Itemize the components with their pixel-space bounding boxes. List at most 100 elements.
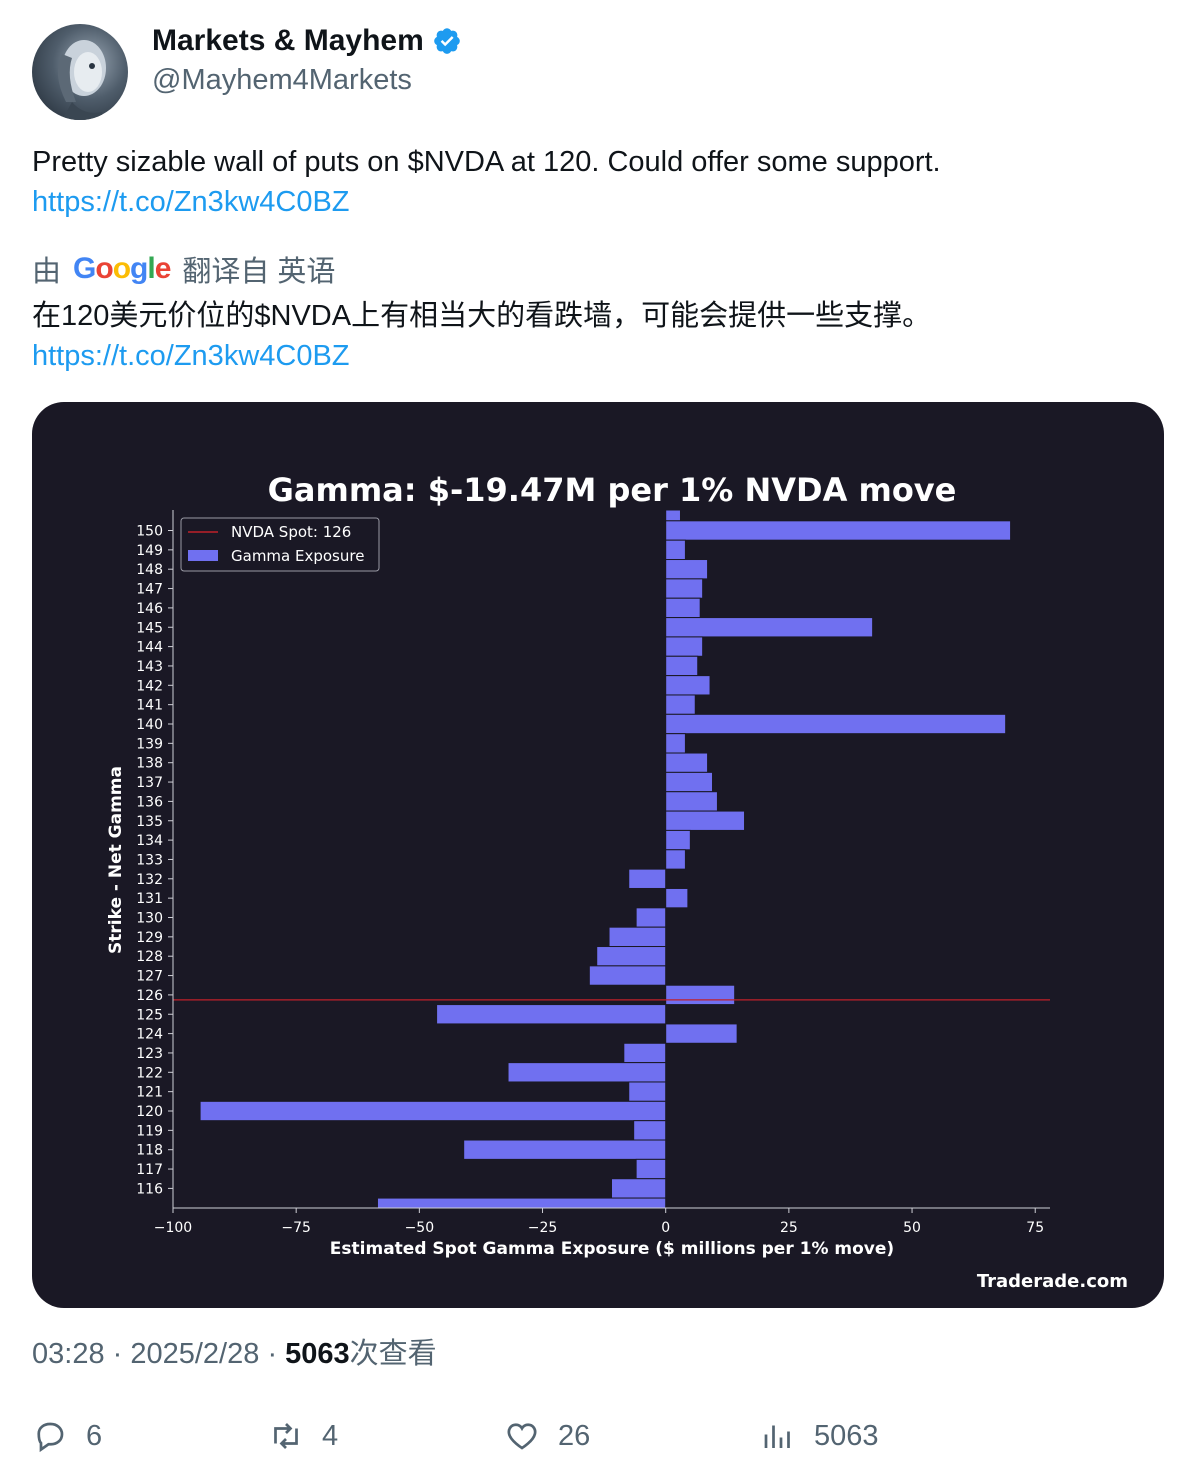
media-card[interactable]: Gamma: $-19.47M per 1% NVDA move 150 149 14… bbox=[32, 402, 1164, 1308]
bar-strike-127 bbox=[588, 965, 667, 986]
y-tick-label-140: 140 bbox=[136, 717, 163, 733]
x-tick-label-75: 75 bbox=[1026, 1220, 1044, 1236]
google-letter: o bbox=[112, 252, 131, 285]
y-tick-label-131: 131 bbox=[136, 891, 163, 907]
x-tick-label--100: −100 bbox=[154, 1220, 192, 1236]
bar-strike-139 bbox=[665, 733, 686, 754]
chart-watermark: Traderade.com bbox=[977, 1271, 1128, 1292]
x-tick-label-0: 0 bbox=[661, 1220, 670, 1236]
y-tick-label-119: 119 bbox=[136, 1123, 163, 1139]
robot-avatar-icon bbox=[57, 40, 106, 120]
y-tick-label-132: 132 bbox=[136, 872, 163, 888]
legend-gamma-swatch bbox=[188, 550, 218, 561]
y-tick-label-125: 125 bbox=[136, 1007, 163, 1023]
y-tick-label-143: 143 bbox=[136, 659, 163, 675]
y-tick-label-144: 144 bbox=[136, 640, 163, 656]
retweet-icon bbox=[274, 1423, 298, 1449]
bar-strike-120 bbox=[199, 1100, 667, 1122]
bar-strike-117 bbox=[635, 1158, 667, 1180]
bar-strike-119 bbox=[633, 1120, 667, 1141]
verified-badge-icon bbox=[433, 28, 460, 54]
tweet-meta: 03:28 · 2025/2/28 · 5063次查看 bbox=[32, 1330, 437, 1372]
bar-strike-125 bbox=[436, 1004, 667, 1025]
bar-strike-137 bbox=[665, 771, 714, 793]
x-tick-label--50: −50 bbox=[405, 1220, 435, 1236]
translation-suffix: 翻译自 英语 bbox=[182, 256, 336, 288]
translation-prefix: 由 bbox=[32, 256, 62, 288]
y-tick-label-133: 133 bbox=[136, 852, 163, 868]
y-tick-label-142: 142 bbox=[136, 678, 163, 694]
x-tick-label-50: 50 bbox=[903, 1220, 921, 1236]
translation-header: 由 Google 翻译自 英语 bbox=[32, 248, 335, 290]
meta-sep-2: · bbox=[267, 1338, 286, 1370]
views-button[interactable]: 5063 bbox=[760, 1418, 879, 1454]
google-logo-text: Google bbox=[73, 252, 172, 285]
bar-strike-133 bbox=[665, 849, 686, 870]
y-tick-label-137: 137 bbox=[136, 775, 163, 791]
y-tick-label-126: 126 bbox=[136, 988, 163, 1004]
y-tick-label-130: 130 bbox=[136, 911, 163, 927]
views-count: 5063 bbox=[285, 1338, 350, 1370]
bar-strike-132 bbox=[628, 868, 667, 889]
bar-strike-122 bbox=[507, 1062, 667, 1083]
reply-button[interactable]: 6 bbox=[32, 1418, 102, 1454]
bar-strike-149 bbox=[665, 539, 686, 561]
like-button[interactable]: 26 bbox=[504, 1418, 590, 1454]
display-name[interactable]: Markets & Mayhem bbox=[152, 24, 424, 57]
tweet-body: Pretty sizable wall of puts on $NVDA at … bbox=[32, 146, 941, 178]
y-tick-label-136: 136 bbox=[136, 794, 163, 810]
x-tick-label-25: 25 bbox=[780, 1220, 798, 1236]
bar-strike-151 bbox=[665, 509, 681, 522]
tweet-date[interactable]: 2025/2/28 bbox=[130, 1338, 260, 1370]
legend-box bbox=[180, 517, 380, 572]
bar-strike-131 bbox=[665, 887, 689, 909]
y-tick-label-124: 124 bbox=[136, 1027, 163, 1043]
google-letter: e bbox=[154, 252, 172, 285]
y-tick-label-128: 128 bbox=[136, 949, 163, 965]
user-handle[interactable]: @Mayhem4Markets bbox=[152, 64, 412, 96]
bar-strike-129 bbox=[608, 926, 667, 948]
bar-strike-150 bbox=[665, 520, 1012, 541]
bar-strike-126 bbox=[665, 984, 736, 1006]
tweet-text: Pretty sizable wall of puts on $NVDA at … bbox=[32, 142, 1162, 222]
bar-strike-140 bbox=[665, 713, 1007, 735]
bar-strike-128 bbox=[596, 946, 667, 967]
bar-strike-148 bbox=[665, 559, 709, 580]
chart-title: Gamma: $-19.47M per 1% NVDA move bbox=[268, 471, 957, 509]
tweet-link[interactable]: https://t.co/Zn3kw4C0BZ bbox=[32, 186, 350, 218]
y-tick-label-138: 138 bbox=[136, 756, 163, 772]
views-chart-icon bbox=[764, 1425, 790, 1448]
y-tick-label-146: 146 bbox=[136, 601, 163, 617]
bar-strike-121 bbox=[628, 1081, 667, 1102]
bar-strike-116 bbox=[611, 1178, 667, 1199]
avatar[interactable] bbox=[32, 24, 128, 120]
bar-strike-118 bbox=[463, 1139, 667, 1160]
translated-link[interactable]: https://t.co/Zn3kw4C0BZ bbox=[32, 340, 350, 372]
retweet-count: 4 bbox=[322, 1419, 339, 1452]
y-tick-label-116: 116 bbox=[136, 1181, 163, 1197]
bar-strike-136 bbox=[665, 791, 718, 812]
reply-count: 6 bbox=[86, 1419, 103, 1452]
bar-strike-130 bbox=[635, 907, 667, 928]
x-tick-label--25: −25 bbox=[528, 1220, 558, 1236]
bar-strike-144 bbox=[665, 636, 704, 657]
retweet-button[interactable]: 4 bbox=[268, 1418, 338, 1454]
translated-text: 在120美元价位的$NVDA上有相当大的看跌墙，可能会提供一些支撑。 https… bbox=[32, 296, 1162, 376]
bar-strike-146 bbox=[665, 597, 701, 619]
bar-strike-115 bbox=[376, 1197, 667, 1209]
tweet-time[interactable]: 03:28 bbox=[32, 1338, 105, 1370]
y-tick-label-120: 120 bbox=[136, 1104, 163, 1120]
y-tick-label-122: 122 bbox=[136, 1065, 163, 1081]
bar-strike-123 bbox=[623, 1042, 667, 1064]
google-letter: G bbox=[73, 252, 96, 285]
y-tick-label-118: 118 bbox=[136, 1143, 163, 1159]
action-bar: 6 4 26 5063 bbox=[32, 1418, 1162, 1458]
y-tick-label-129: 129 bbox=[136, 930, 163, 946]
legend-gamma-label: Gamma Exposure bbox=[231, 547, 364, 565]
x-axis-label: Estimated Spot Gamma Exposure ($ million… bbox=[330, 1239, 894, 1259]
y-tick-label-127: 127 bbox=[136, 969, 163, 985]
views-action-count: 5063 bbox=[814, 1419, 879, 1452]
y-tick-label-123: 123 bbox=[136, 1046, 163, 1062]
x-tick-label--75: −75 bbox=[281, 1220, 311, 1236]
y-tick-label-150: 150 bbox=[136, 524, 163, 540]
